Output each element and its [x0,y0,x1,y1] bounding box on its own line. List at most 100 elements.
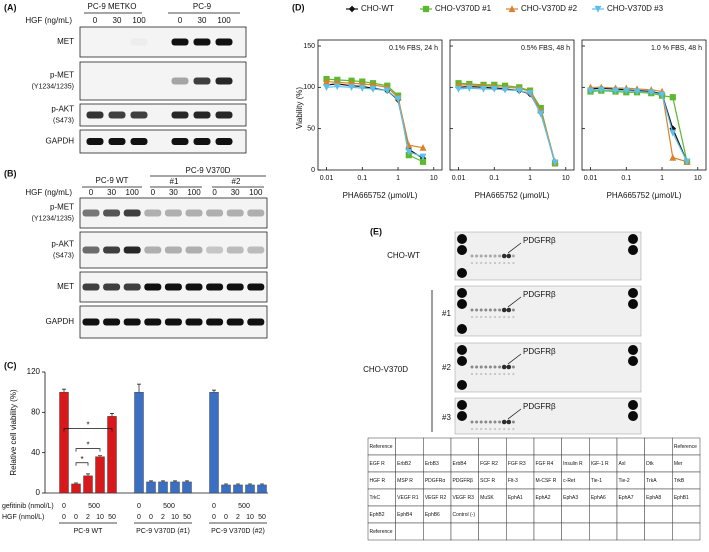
dot [498,372,501,376]
x-axis-label: PHA665752 (μmol/L) [343,191,418,200]
marker [419,153,427,161]
sample-label: CHO-WT [387,251,420,260]
group-label: PC-9 V370D (#2) [211,528,265,535]
significance-bracket [75,462,89,466]
blot-frame [79,103,247,127]
table-text: ErbB3 [425,461,439,467]
table-text: c-Ret [563,478,576,484]
marker [526,90,534,97]
panel-label: (B) [4,168,17,178]
table-text: EphA1 [508,495,523,501]
table-cell [395,522,424,541]
error-bar [212,389,216,393]
row-name: gefitinib (nmol/L) [2,503,54,510]
table-text: Control (-) [453,512,476,518]
blot-band [215,138,233,145]
table-cell [506,522,535,541]
significance-bracket [63,428,113,432]
table-text: Dtk [646,461,654,467]
table-text: VEGF R3 [453,495,475,501]
table-cell [533,505,562,524]
blot-band [123,283,141,291]
bar [146,481,156,494]
gefitinib-dose: 0 [62,503,66,510]
dot [475,365,479,369]
dot [475,254,479,258]
blot-band [130,111,148,119]
blot-band [108,138,126,145]
blot-band [103,246,121,254]
table-text: VEGF R1 [397,495,419,501]
x-tick-label: 0.1 [489,175,499,182]
reference-spot [457,356,467,366]
y-tick-label: 150 [303,43,315,50]
dot [493,308,497,312]
marker [683,158,691,166]
dose-label: 100 [187,188,201,197]
dot [498,254,502,258]
marker [394,95,402,103]
bar [182,481,192,494]
reference-spot [628,345,638,355]
y-tick-label: 0 [36,488,41,497]
replicate-label: #2 [442,363,451,372]
blot-band [86,138,104,145]
dose-label: 0 [151,188,156,197]
marker [669,153,677,161]
dot [484,261,487,265]
blot-band [206,246,224,254]
x-tick-label: 1 [528,175,532,182]
dot [506,253,512,259]
marker [587,87,594,95]
hgf-dose: 0 [212,514,216,521]
legend-label: CHO-WT [361,4,394,13]
dot [489,427,492,431]
x-tick-label: 10 [562,175,570,182]
table-cell [478,505,507,524]
dot [488,308,492,312]
table-cell [616,505,645,524]
table-text: EphB4 [397,512,412,518]
bar [245,484,255,494]
bar [209,391,219,494]
blot-band [144,283,162,291]
dot [493,365,497,369]
y-tick-label: 100 [303,84,315,91]
plot-frame [317,39,443,171]
series-line [458,84,556,162]
hgf-dose: 2 [236,514,240,521]
dot [470,420,474,424]
table-text: ErbB2 [397,461,411,467]
dose-label: 30 [169,188,178,197]
legend-label: CHO-V370D #3 [607,4,664,13]
marker [419,143,427,151]
table-text: Tie-2 [619,478,630,484]
reference-spot [457,299,467,309]
group-label: PC-9 WT [96,176,129,185]
blot-band [193,38,211,46]
error-bar [98,455,102,457]
table-cell [644,522,673,541]
hgf-dose: 10 [171,514,179,521]
table-cell [423,437,452,456]
table-cell [589,505,618,524]
blot-band [164,246,182,254]
error-bar [224,483,228,485]
blot-band [247,283,265,291]
error-bar [74,482,78,484]
dot [484,420,488,424]
blot-band [171,138,189,145]
error-bar [161,480,165,482]
membrane [454,231,642,281]
annotation: PDGFRβ [523,347,556,356]
table-cell [450,437,479,456]
reference-spot [628,356,638,366]
hgf-dose: 10 [246,514,254,521]
error-bar [62,388,66,393]
marker [647,89,655,97]
annotation: PDGFRβ [523,236,556,245]
dot [501,307,507,313]
dot [488,254,492,258]
marker [612,87,619,95]
y-axis-label: Relative cell viability (%) [9,389,18,476]
